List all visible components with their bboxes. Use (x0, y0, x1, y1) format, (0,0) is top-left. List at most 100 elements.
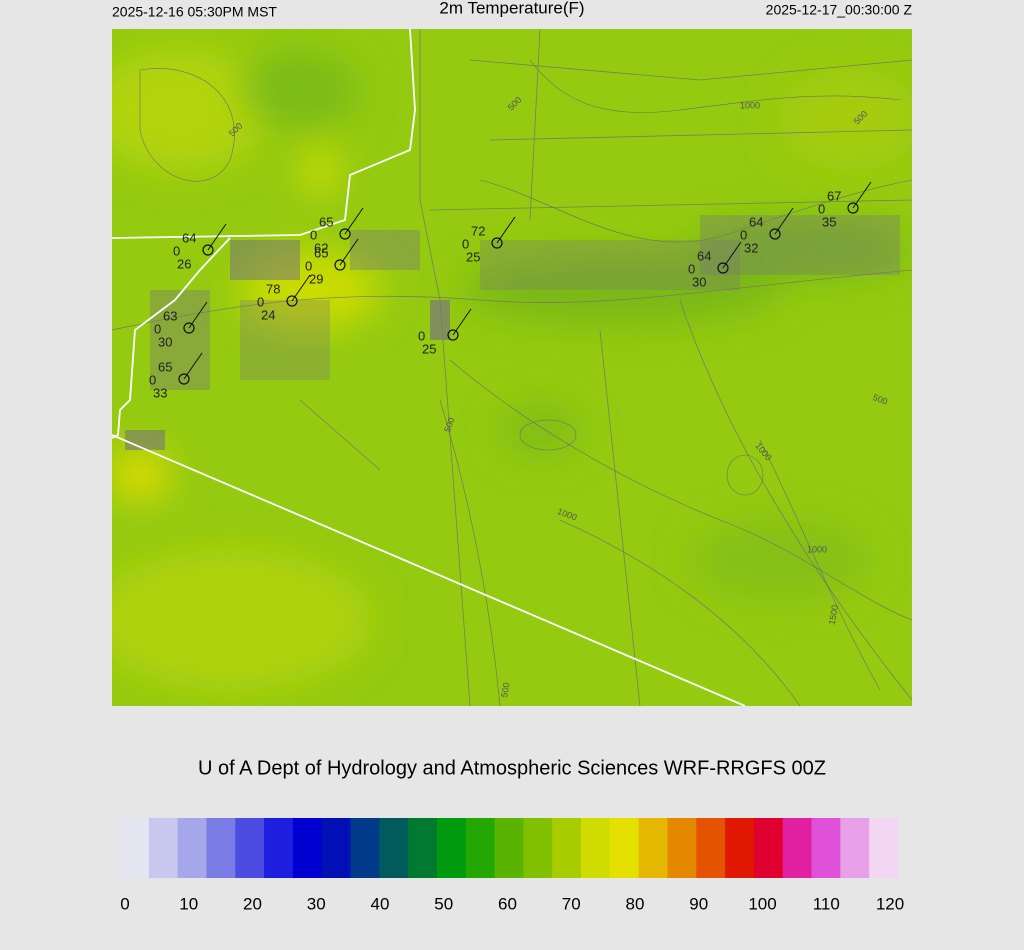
station-dewpoint: 25 (466, 249, 480, 264)
colorbar-band (523, 818, 553, 878)
colorbar: 0 10 20 30 40 50 60 70 80 90 100 110 120 (120, 818, 904, 913)
station-wind: 0 (462, 236, 469, 251)
colorbar-band (436, 818, 467, 878)
station-circle (847, 202, 859, 214)
colorbar-band (638, 818, 668, 878)
station-dewpoint: 32 (744, 240, 758, 255)
station-dewpoint: 30 (158, 334, 172, 349)
colorbar-tick-label: 30 (307, 894, 326, 913)
colorbar-band (292, 818, 323, 878)
valid-time-utc: 2025-12-17_00:30:00 Z (766, 2, 913, 18)
station-dewpoint: 24 (261, 307, 275, 322)
colorbar-band (840, 818, 870, 878)
colorbar-band (148, 818, 179, 878)
station-circle (491, 237, 503, 249)
map-title: 2m Temperature(F) (439, 0, 584, 17)
colorbar-band (379, 818, 409, 878)
station-temperature: 63 (163, 308, 177, 323)
station-wind: 0 (740, 227, 747, 242)
colorbar-band (465, 818, 496, 878)
station-circle (178, 373, 190, 385)
station-dewpoint: 35 (822, 214, 836, 229)
station-temperature: 65 (319, 214, 333, 229)
contour-label: 1000 (807, 544, 827, 554)
station-temperature: 65 (158, 359, 172, 374)
station-dewpoint: 33 (153, 385, 167, 400)
colorbar-tick-label: 90 (689, 894, 708, 913)
colorbar-tick-label: 50 (434, 894, 453, 913)
colorbar-band (321, 818, 352, 878)
colorbar-tick-label: 120 (876, 894, 904, 913)
urban-areas (125, 215, 900, 450)
station-wind: 0 (418, 328, 425, 343)
station-wind: 0 (305, 258, 312, 273)
station-dewpoint: 62 (314, 240, 328, 255)
station-wind: 0 (688, 261, 695, 276)
station-circle (202, 244, 214, 256)
map: 6402665062650297202578024630306503302564… (112, 29, 912, 706)
station-wind: 0 (154, 321, 161, 336)
station-circle (717, 262, 729, 274)
colorbar-band (350, 818, 380, 878)
station-wind: 0 (818, 201, 825, 216)
station-temperature: 64 (749, 214, 763, 229)
colorbar-band (609, 818, 640, 878)
colorbar-tick-label: 40 (371, 894, 390, 913)
station-temperature: 78 (266, 281, 280, 296)
station-circle (286, 295, 298, 307)
station-temperature: 64 (697, 248, 711, 263)
station-temperature: 72 (471, 223, 485, 238)
valid-time-local: 2025-12-16 05:30PM MST (112, 4, 277, 20)
station-wind: 0 (149, 372, 156, 387)
colorbar-band (725, 818, 755, 878)
contours (139, 59, 912, 706)
station-temperature: 67 (827, 188, 841, 203)
credit: U of A Dept of Hydrology and Atmospheric… (198, 757, 826, 779)
colorbar-band (667, 818, 697, 878)
roads (112, 29, 912, 706)
station-temperature: 64 (182, 230, 196, 245)
colorbar-band (869, 818, 899, 878)
colorbar-band (753, 818, 784, 878)
station-circle (447, 329, 459, 341)
station-dewpoint: 26 (177, 256, 191, 271)
contour-label: 1000 (740, 100, 760, 110)
station-plots: 6402665062650297202578024630306503302564… (149, 181, 872, 400)
contour-label: 1500 (827, 604, 840, 625)
colorbar-tick-label: 100 (748, 894, 776, 913)
colorbar-tick-label: 70 (562, 894, 581, 913)
station-circle (339, 228, 351, 240)
contour-label: 500 (499, 682, 511, 699)
colorbar-tick-label: 60 (498, 894, 517, 913)
colorbar-tick-label: 10 (179, 894, 198, 913)
colorbar-band (408, 818, 438, 878)
station-wind: 0 (173, 243, 180, 258)
temperature-shading (112, 50, 912, 690)
station-circle (769, 228, 781, 240)
colorbar-band (696, 818, 726, 878)
colorbar-band (264, 818, 294, 878)
station-wind: 0 (257, 294, 264, 309)
colorbar-tick-label: 20 (243, 894, 262, 913)
colorbar-band (235, 818, 265, 878)
contour-label: 500 (871, 392, 889, 407)
colorbar-band (120, 818, 150, 878)
colorbar-band (552, 818, 582, 878)
colorbar-band (782, 818, 813, 878)
colorbar-tick-label: 0 (120, 894, 129, 913)
colorbar-band (206, 818, 236, 878)
station-wind: 0 (310, 227, 317, 242)
station-circle (334, 259, 346, 271)
borders (112, 29, 746, 706)
station-dewpoint: 25 (422, 341, 436, 356)
contour-label: 500 (442, 416, 457, 434)
colorbar-band (811, 818, 841, 878)
colorbar-band (581, 818, 611, 878)
colorbar-tick-label: 80 (626, 894, 645, 913)
station-dewpoint: 29 (309, 271, 323, 286)
station-dewpoint: 30 (692, 274, 706, 289)
station-temperature: 65 (314, 245, 328, 260)
colorbar-tick-label: 110 (813, 894, 840, 913)
colorbar-band (177, 818, 207, 878)
